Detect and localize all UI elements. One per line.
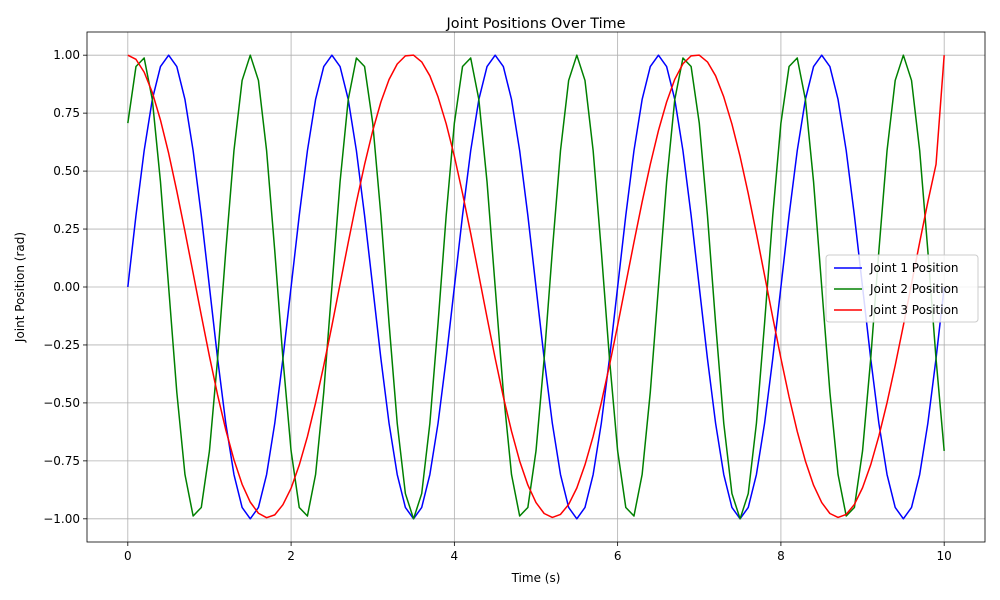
y-tick-label: 0.50	[53, 164, 80, 178]
series-line-joint-2	[127, 54, 945, 520]
x-axis-label: Time (s)	[511, 571, 561, 585]
tick-layer: 0 2 4 6 8 10 −1.00 −0.75 −0.50 −0.25 0.00 0.25 0.50 0…	[43, 48, 952, 563]
x-tick-label: 2	[287, 549, 295, 563]
y-axis-label: Joint Position (rad)	[13, 232, 27, 343]
series-line-joint-1	[127, 54, 945, 520]
series-line-joint-3	[127, 54, 945, 519]
y-tick-label: 0.25	[53, 222, 80, 236]
y-tick-label: −0.50	[43, 396, 80, 410]
legend: Joint 1 Position Joint 2 Position Joint …	[825, 254, 979, 323]
legend-label-joint-3: Joint 3 Position	[869, 303, 959, 317]
legend-box	[825, 254, 979, 323]
x-tick-label: 8	[777, 549, 785, 563]
x-tick-label: 6	[614, 549, 622, 563]
legend-label-joint-2: Joint 2 Position	[869, 282, 959, 296]
y-tick-label: 0.75	[53, 106, 80, 120]
legend-label-joint-1: Joint 1 Position	[869, 261, 959, 275]
y-tick-label: 1.00	[53, 48, 80, 62]
x-tick-label: 10	[937, 549, 952, 563]
y-tick-label: −1.00	[43, 512, 80, 526]
chart-title: Joint Positions Over Time	[446, 16, 626, 32]
series-layer	[127, 54, 945, 520]
y-tick-label: −0.25	[43, 338, 80, 352]
y-tick-label: 0.00	[53, 280, 80, 294]
x-tick-label: 0	[124, 549, 132, 563]
y-tick-label: −0.75	[43, 454, 80, 468]
x-tick-label: 4	[451, 549, 459, 563]
